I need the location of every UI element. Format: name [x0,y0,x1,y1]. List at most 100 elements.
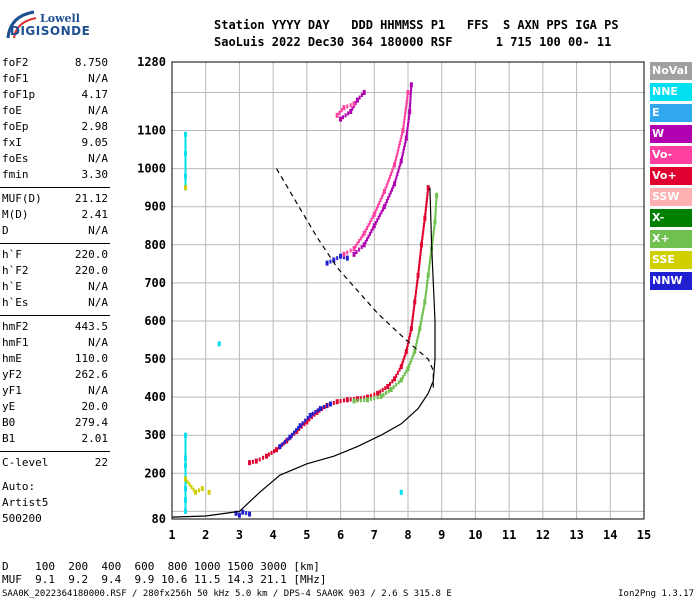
trace-point [374,221,377,226]
trace-point [429,256,432,261]
x-tick-label: 15 [637,528,651,542]
trace-point [407,122,409,127]
trace-point [415,286,418,291]
dashed-curve [275,168,434,390]
trace-point [403,119,406,124]
param-row: yF2 262.6 [2,368,110,382]
trace-point [402,149,405,154]
param-value: 20.0 [81,400,109,413]
y-tick-label: 1280 [137,55,166,69]
data-point [332,257,336,263]
trace-point [400,134,403,139]
trace-point [379,198,382,203]
trace-point [379,212,382,217]
trace-point [431,236,434,241]
data-point [418,326,422,332]
data-point [342,105,346,111]
data-point [183,455,187,461]
trace-point [408,336,411,341]
trace-point [360,245,363,250]
trace-point [380,195,383,200]
trace-point [426,191,429,196]
param-name: hmF2 [2,320,29,333]
trace-point [411,355,414,360]
param-value: 21.12 [74,192,108,205]
trace-point [351,106,354,111]
trace-point [402,122,405,127]
trace-point [184,466,187,471]
trace-point [426,279,429,284]
data-point [355,97,359,103]
data-point [426,185,430,191]
param-row: foF1 N/A [2,72,110,86]
trace-point [418,258,421,263]
trace-point [414,296,417,301]
trace-point [258,457,261,462]
trace-point [395,382,398,387]
data-point [352,246,356,252]
param-row: M(D) 2.41 [2,208,110,222]
trace-point [397,168,400,173]
trace-point [409,92,412,97]
data-point [409,82,413,88]
data-point [335,399,339,405]
trace-point [184,473,187,478]
param-row: foE N/A [2,104,110,118]
param-name: B0 [2,416,16,429]
trace-point [412,352,415,357]
trace-point [184,501,187,506]
trace-point [395,156,398,161]
trace-point [432,229,435,234]
x-tick-label: 3 [236,528,243,542]
data-point [366,394,370,400]
x-tick-label: 13 [569,528,583,542]
x-tick-label: 9 [438,528,445,542]
trace-point [415,342,418,347]
data-point [183,476,187,482]
data-point [342,251,346,257]
trace-point [409,89,412,94]
data-point [183,150,187,156]
trace-point [316,408,319,413]
trace-point [435,196,438,201]
param-value: N/A [88,384,108,397]
data-point [305,419,309,425]
trace-point [394,159,397,164]
trace-point [375,206,378,211]
param-value: 262.6 [74,368,108,381]
data-point [183,508,187,514]
trace-point [421,311,424,316]
x-tick-label: 7 [371,528,378,542]
legend-item: NNW [650,272,692,290]
data-point [241,509,245,515]
trace-point [416,279,419,284]
trace-point [422,308,425,313]
trace-point [387,196,390,201]
trace-point [396,150,399,155]
trace-point [419,320,422,325]
y-tick-label: 700 [144,276,166,290]
trace-point [184,449,187,454]
trace-point [406,346,409,351]
trace-point [403,372,406,377]
trace-point [422,226,425,231]
trace-point [358,238,361,243]
trace-point [433,223,436,228]
x-tick-label: 2 [202,528,209,542]
data-point [349,109,353,115]
panel-separator [0,243,110,244]
trace-point [310,415,313,420]
param-name: yF2 [2,368,22,381]
trace-point [430,249,433,254]
trace-point [415,339,418,344]
trace-point [398,144,401,149]
param-value: 9.05 [81,136,109,149]
trace-point [270,450,273,455]
y-tick-label: 300 [144,428,166,442]
param-value: 110.0 [74,352,108,365]
trace-point [184,480,187,485]
param-row: foF2 8.750 [2,56,110,70]
trace-point [377,215,380,220]
trace-point [363,398,366,403]
trace-point [409,96,412,101]
